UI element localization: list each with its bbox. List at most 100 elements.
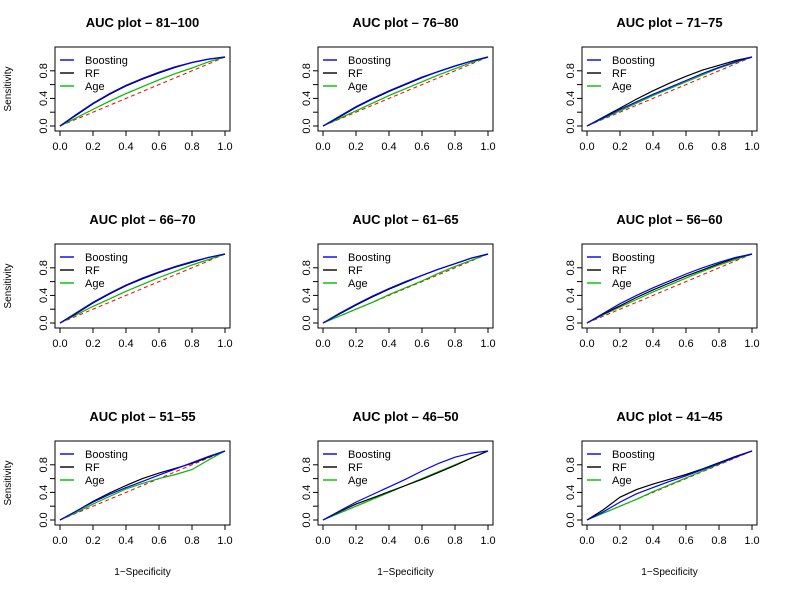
x-tick-label: 1.0	[480, 141, 495, 153]
legend-label-rf: RF	[612, 462, 627, 474]
x-tick-label: 0.6	[414, 338, 429, 350]
legend-label-boosting: Boosting	[612, 55, 655, 67]
legend-label-age: Age	[612, 81, 632, 93]
y-tick-label: 0.0	[565, 118, 577, 133]
y-tick-label: 0.8	[38, 63, 50, 78]
y-tick-label: 0.8	[301, 457, 313, 472]
y-tick-label: 0.8	[301, 63, 313, 78]
y-tick-label: 0.0	[565, 315, 577, 330]
series-line-rf	[586, 450, 753, 521]
x-tick-label: 0.4	[381, 338, 396, 350]
x-tick-label: 0.4	[118, 338, 133, 350]
plot-frame	[317, 46, 494, 132]
x-tick-label: 0.6	[678, 338, 693, 350]
series-line-boosting	[59, 56, 226, 127]
auc-panel: AUC plot – 71–75 0.0 0.2 0.4 0.6 0.8 1.0 0.0 0.4…	[565, 15, 760, 153]
diagonal-reference-line	[59, 253, 226, 324]
legend-label-boosting: Boosting	[612, 449, 655, 461]
legend-label-rf: RF	[612, 265, 627, 277]
legend-label-rf: RF	[348, 68, 363, 80]
legend-label-rf: RF	[85, 462, 100, 474]
diagonal-reference-line	[59, 450, 226, 521]
x-tick-label: 0.4	[381, 535, 396, 547]
x-tick-label: 0.6	[151, 141, 166, 153]
series-line-boosting	[322, 56, 489, 127]
series-line-boosting	[322, 450, 489, 521]
auc-panel: AUC plot – 66–70 0.0 0.2 0.4 0.6 0.8 1.0 0.0 0.4…	[3, 212, 233, 350]
legend-label-age: Age	[612, 278, 632, 290]
plot-frame	[581, 46, 758, 132]
panel-title: AUC plot – 46–50	[352, 409, 458, 424]
y-tick-label: 0.4	[301, 485, 313, 500]
x-axis-label: 1−Specificity	[641, 567, 697, 578]
legend-label-boosting: Boosting	[612, 252, 655, 264]
y-tick-label: 0.4	[38, 485, 50, 500]
x-tick-label: 0.0	[579, 141, 594, 153]
x-tick-label: 0.8	[711, 141, 726, 153]
series-line-boosting	[586, 253, 753, 324]
series-line-age	[322, 56, 489, 127]
series-line-age	[586, 253, 753, 324]
x-tick-label: 0.8	[447, 535, 462, 547]
auc-panel: AUC plot – 56–60 0.0 0.2 0.4 0.6 0.8 1.0 0.0 0.4…	[565, 212, 760, 350]
y-tick-label: 0.4	[565, 91, 577, 106]
series-line-age	[322, 253, 489, 324]
legend-label-age: Age	[85, 475, 105, 487]
x-tick-label: 0.6	[678, 535, 693, 547]
diagonal-reference-line	[59, 56, 226, 127]
legend-label-boosting: Boosting	[85, 252, 128, 264]
x-tick-label: 0.2	[85, 338, 100, 350]
x-tick-label: 1.0	[217, 338, 232, 350]
panel-title: AUC plot – 71–75	[616, 15, 722, 30]
panel-title: AUC plot – 76–80	[352, 15, 458, 30]
x-tick-label: 0.6	[151, 535, 166, 547]
x-tick-label: 0.8	[447, 338, 462, 350]
legend-label-age: Age	[85, 81, 105, 93]
auc-panel: AUC plot – 46–50 0.0 0.2 0.4 0.6 0.8 1.0 0.0 0.4…	[301, 409, 496, 578]
legend-label-rf: RF	[612, 68, 627, 80]
y-tick-label: 0.0	[565, 512, 577, 527]
plot-frame	[581, 243, 758, 329]
diagonal-reference-line	[586, 56, 753, 127]
series-line-rf	[586, 253, 753, 324]
legend-label-boosting: Boosting	[348, 55, 391, 67]
diagonal-reference-line	[586, 253, 753, 324]
x-tick-label: 0.0	[579, 338, 594, 350]
x-tick-label: 0.6	[414, 141, 429, 153]
series-line-boosting	[322, 253, 489, 324]
x-tick-label: 0.8	[447, 141, 462, 153]
series-line-rf	[322, 450, 489, 521]
series-line-boosting	[59, 253, 226, 324]
x-tick-label: 1.0	[744, 535, 759, 547]
x-tick-label: 0.2	[348, 141, 363, 153]
plot-frame	[317, 243, 494, 329]
legend-label-age: Age	[348, 278, 368, 290]
series-line-boosting	[59, 450, 226, 521]
x-tick-label: 0.0	[52, 338, 67, 350]
legend-label-age: Age	[348, 475, 368, 487]
panel-title: AUC plot – 56–60	[616, 212, 722, 227]
y-tick-label: 0.4	[38, 288, 50, 303]
panel-title: AUC plot – 41–45	[616, 409, 722, 424]
series-line-age	[59, 56, 226, 127]
series-line-age	[59, 450, 226, 521]
legend-label-rf: RF	[85, 68, 100, 80]
legend-label-age: Age	[85, 278, 105, 290]
y-axis-label: Sensitivity	[3, 460, 14, 505]
legend-label-rf: RF	[348, 462, 363, 474]
x-tick-label: 0.2	[348, 535, 363, 547]
x-tick-label: 1.0	[744, 338, 759, 350]
x-axis-label: 1−Specificity	[114, 567, 170, 578]
x-tick-label: 0.2	[348, 338, 363, 350]
y-tick-label: 0.4	[301, 288, 313, 303]
x-tick-label: 0.4	[645, 338, 660, 350]
series-line-boosting	[586, 450, 753, 521]
series-line-age	[586, 56, 753, 127]
legend-label-boosting: Boosting	[348, 449, 391, 461]
series-line-boosting	[586, 56, 753, 127]
plot-frame	[581, 440, 758, 526]
x-tick-label: 1.0	[744, 141, 759, 153]
x-tick-label: 0.6	[414, 535, 429, 547]
y-tick-label: 0.0	[301, 315, 313, 330]
